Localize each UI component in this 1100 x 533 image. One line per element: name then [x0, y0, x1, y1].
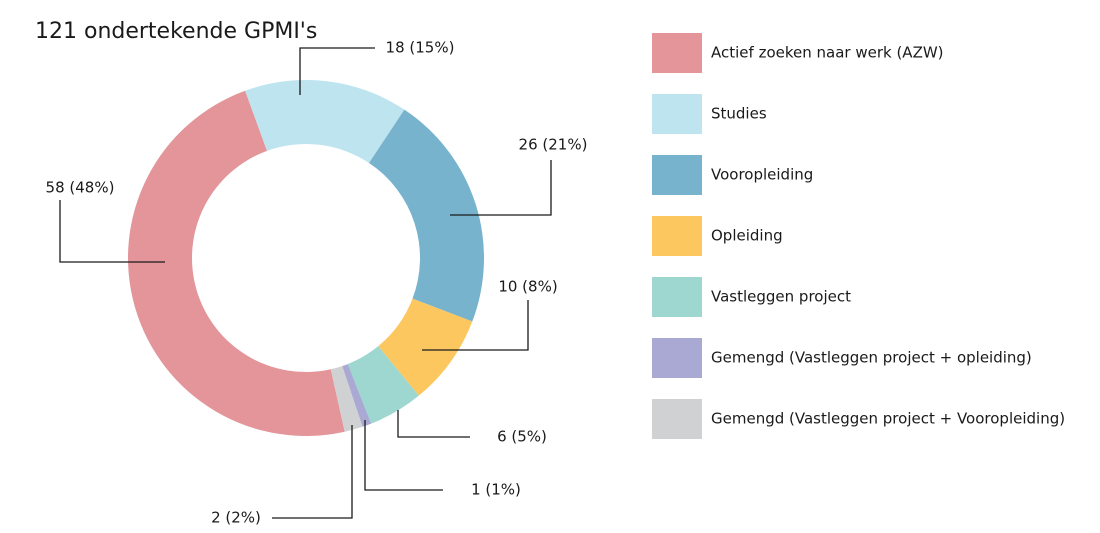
data-label: 26 (21%)	[519, 136, 588, 154]
legend-swatch	[652, 338, 702, 378]
donut-slice	[342, 364, 372, 427]
data-label: 58 (48%)	[46, 179, 115, 197]
data-label: 10 (8%)	[498, 278, 557, 296]
leader-line	[272, 425, 353, 519]
donut-slice	[369, 109, 485, 322]
data-label: 18 (15%)	[386, 39, 455, 57]
legend-label: Vooropleiding	[711, 166, 813, 184]
leader-line	[364, 420, 443, 491]
legend-label: Gemengd (Vastleggen project + Vooropleid…	[711, 410, 1065, 428]
legend-label: Actief zoeken naar werk (AZW)	[711, 44, 944, 62]
legend-swatch	[652, 216, 702, 256]
leader-line	[299, 47, 375, 95]
leader-line	[397, 410, 470, 438]
data-label: 1 (1%)	[471, 481, 521, 499]
donut-slice	[347, 346, 419, 424]
donut-slice	[127, 90, 345, 437]
legend-swatch	[652, 155, 702, 195]
legend-label: Studies	[711, 105, 767, 123]
leader-line	[59, 200, 165, 263]
legend-label: Vastleggen project	[711, 288, 851, 306]
legend-swatch	[652, 94, 702, 134]
legend-swatch	[652, 399, 702, 439]
legend-label: Gemengd (Vastleggen project + opleiding)	[711, 349, 1032, 367]
data-label: 2 (2%)	[211, 509, 261, 527]
data-label: 6 (5%)	[497, 428, 547, 446]
leader-line	[450, 160, 552, 216]
legend-swatch	[652, 33, 702, 73]
chart-title: 121 ondertekende GPMI's	[35, 19, 317, 44]
legend-label: Opleiding	[711, 227, 783, 245]
leader-line	[422, 300, 529, 351]
donut-slice	[245, 79, 405, 163]
donut-slice	[330, 366, 363, 432]
donut-slice	[378, 298, 473, 396]
legend-swatch	[652, 277, 702, 317]
